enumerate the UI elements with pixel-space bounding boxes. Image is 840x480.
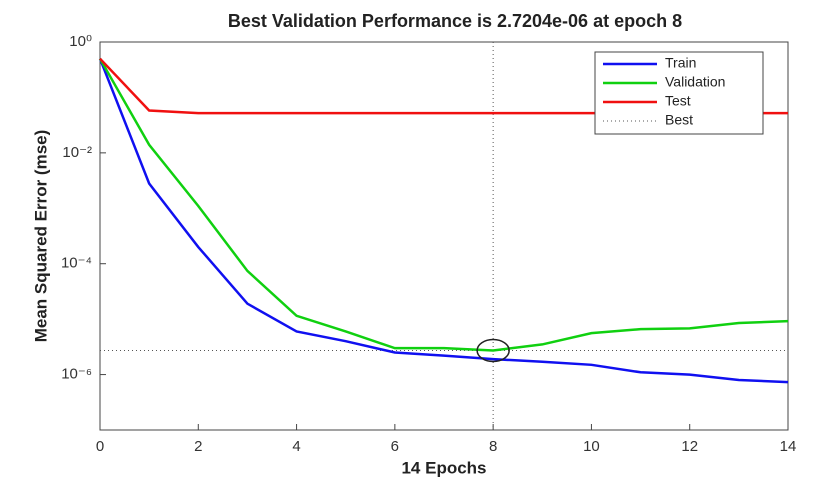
chart: Best Validation Performance is 2.7204e-0… — [0, 0, 840, 480]
y-tick-label: 10⁻⁴ — [61, 255, 92, 272]
x-tick-label: 2 — [194, 438, 202, 455]
x-tick-label: 4 — [292, 438, 300, 455]
legend-label: Best — [665, 112, 693, 128]
x-tick-label: 14 — [780, 438, 797, 455]
x-tick-label: 0 — [96, 438, 104, 455]
x-tick-label: 8 — [489, 438, 497, 455]
y-tick-label: 10⁰ — [69, 33, 92, 50]
y-tick-label: 10⁻⁶ — [61, 366, 92, 383]
x-tick-label: 6 — [391, 438, 399, 455]
chart-title: Best Validation Performance is 2.7204e-0… — [228, 11, 682, 31]
x-tick-label: 10 — [583, 438, 600, 455]
legend-label: Validation — [665, 74, 725, 90]
legend-label: Train — [665, 55, 696, 71]
x-axis-label: 14 Epochs — [401, 458, 486, 477]
y-axis-label: Mean Squared Error (mse) — [31, 130, 50, 343]
y-tick-label: 10⁻² — [62, 144, 92, 161]
x-tick-label: 12 — [681, 438, 698, 455]
legend-label: Test — [665, 93, 691, 109]
